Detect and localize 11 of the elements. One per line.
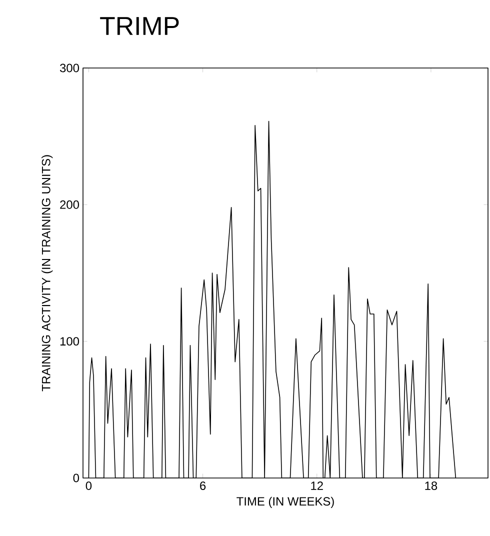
chart-title: TRIMP bbox=[100, 17, 179, 35]
y-tick-label: 200 bbox=[60, 200, 80, 209]
x-tick-label: 6 bbox=[200, 482, 206, 490]
x-tick-label: 12 bbox=[311, 482, 323, 490]
x-axis-title: TIME (IN WEEKS) bbox=[236, 496, 334, 508]
x-tick-label: 18 bbox=[425, 482, 438, 490]
y-tick-label: 300 bbox=[60, 64, 80, 72]
y-tick-label: 100 bbox=[60, 337, 80, 346]
y-tick-label: 0 bbox=[73, 474, 80, 482]
x-tick-label: 0 bbox=[86, 482, 92, 490]
y-axis-title: TRAINING ACTIVITY (IN TRAINING UNITS) bbox=[42, 155, 53, 392]
